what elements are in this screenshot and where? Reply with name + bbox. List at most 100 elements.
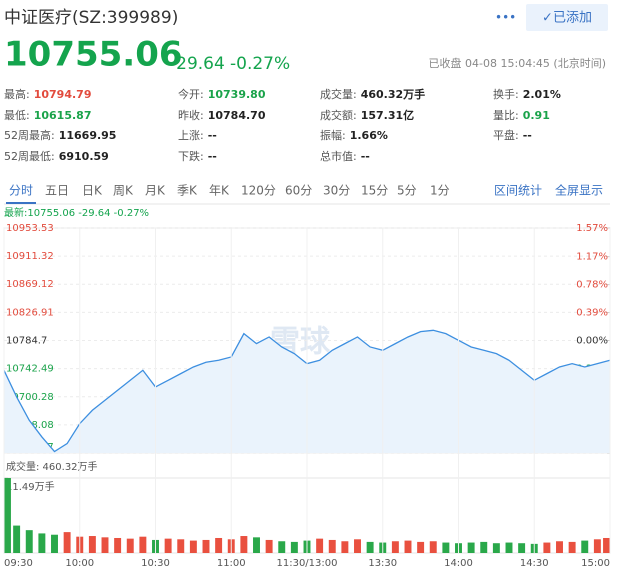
tab[interactable]: 年K: [209, 184, 230, 198]
tab[interactable]: 周K: [113, 184, 134, 198]
volume-bar: [88, 536, 96, 553]
volume-bar: [467, 542, 475, 553]
volume-bar: [189, 540, 197, 553]
volume-bar: [126, 538, 134, 553]
stat-label: 最低:: [4, 109, 30, 122]
stat-value: --: [361, 150, 370, 163]
x-tick-label: 11:00: [217, 558, 246, 569]
volume-bar: [114, 537, 122, 553]
tab[interactable]: 月K: [145, 184, 166, 198]
x-tick-label: 14:00: [444, 558, 473, 569]
volume-bar: [177, 539, 185, 553]
volume-bar: [38, 533, 46, 553]
x-tick-label: 10:30: [141, 558, 170, 569]
volume-bar: [581, 540, 589, 553]
y-tick-label: 10869.12: [6, 279, 54, 290]
stat-label: 昨收:: [178, 108, 204, 122]
x-tick-label: 11:30/13:00: [276, 558, 337, 569]
tab[interactable]: 30分: [323, 184, 350, 198]
change: -29.64: [170, 54, 225, 74]
stat: 量比: 0.91: [493, 109, 550, 122]
price: 10755.06: [4, 35, 183, 75]
y2-tick-label: 0.39%: [576, 308, 608, 319]
x-tick-label: 13:30: [368, 558, 397, 569]
y-tick-label: 10911.32: [6, 251, 54, 262]
y-tick-label: 10784.7: [6, 336, 47, 347]
volume-bar: [328, 539, 336, 553]
x-tick-label: 15:00: [581, 558, 610, 569]
volume-bar: [13, 525, 21, 553]
tab[interactable]: 季K: [177, 184, 198, 198]
volume-bar: [404, 540, 412, 553]
follow-button-bg[interactable]: [526, 4, 608, 31]
change-pct: -0.27%: [230, 54, 290, 74]
volume-bar: [25, 530, 33, 553]
stat-label: 下跌:: [178, 149, 204, 163]
volume-bar: [543, 542, 551, 553]
stat-value: 10615.87: [34, 109, 92, 122]
stat-label: 52周最高:: [4, 128, 55, 142]
stat-value: --: [208, 129, 217, 142]
y-tick-label: 10742.49: [6, 364, 54, 375]
stat-value: --: [208, 150, 217, 163]
stat-value: 10794.79: [34, 88, 92, 101]
stat-value: 460.32万手: [361, 87, 425, 101]
stat: 成交额: 157.31亿: [320, 108, 414, 122]
stat-value: 10739.80: [208, 88, 266, 101]
volume-bar: [278, 541, 286, 553]
stat-label: 振幅:: [320, 128, 346, 142]
tab[interactable]: 日K: [82, 184, 103, 198]
stat-value: 157.31亿: [361, 108, 414, 122]
tab[interactable]: 60分: [285, 184, 312, 198]
stat-value: --: [523, 129, 532, 142]
y-tick-label: 10700.28: [6, 392, 54, 403]
volume-bar: [603, 537, 610, 553]
volume-bar: [505, 542, 513, 553]
volume-bar: [518, 543, 526, 553]
stat-value: 0.91: [523, 109, 550, 122]
tab[interactable]: 5分: [397, 184, 417, 198]
y2-tick-label: 1.57%: [576, 223, 608, 234]
tab[interactable]: 五日: [45, 184, 69, 198]
stat-label: 总市值:: [320, 149, 357, 163]
tab[interactable]: 15分: [361, 184, 388, 198]
tool[interactable]: 区间统计: [494, 184, 542, 198]
tab[interactable]: 1分: [430, 184, 450, 198]
volume-label: 成交量: 460.32万手: [6, 460, 98, 473]
volume-bar: [164, 538, 172, 553]
stat: 振幅: 1.66%: [320, 128, 388, 142]
volume-bar: [568, 541, 576, 553]
stat-value: 6910.59: [59, 150, 109, 163]
more-menu[interactable]: •••: [495, 11, 516, 25]
stat: 平盘: --: [493, 128, 532, 142]
y2-tick-label: 1.17%: [576, 252, 608, 263]
volume-bar: [366, 541, 374, 553]
y-tick-label: 10826.91: [6, 307, 54, 318]
volume-bar: [354, 539, 361, 553]
follow-button[interactable]: ✓已添加: [542, 11, 592, 26]
stat-value: 11669.95: [59, 129, 117, 142]
stat: 最高: 10794.79: [4, 87, 91, 101]
x-tick-label: 10:00: [65, 558, 94, 569]
volume-bar: [265, 539, 273, 553]
stat-label: 成交量:: [320, 87, 357, 101]
volume-bar: [556, 541, 563, 553]
tab[interactable]: 分时: [9, 184, 33, 198]
stat: 总市值: --: [320, 149, 370, 163]
stat: 昨收: 10784.70: [178, 108, 266, 122]
volume-bar: [341, 541, 349, 553]
tool[interactable]: 全屏显示: [555, 183, 603, 198]
volume-bar: [215, 537, 223, 553]
stat-value: 10784.70: [208, 109, 266, 122]
status: 已收盘 04-08 15:04:45 (北京时间): [429, 56, 606, 70]
stat-value: 1.66%: [350, 129, 388, 142]
volume-bar: [417, 541, 425, 553]
tab[interactable]: 120分: [241, 184, 276, 198]
stat-label: 量比:: [493, 109, 519, 122]
x-tick-label: 09:30: [4, 558, 33, 569]
stat-label: 平盘:: [493, 128, 519, 142]
stat-label: 成交额:: [320, 108, 357, 122]
y-tick-label: 10953.53: [6, 223, 54, 234]
volume-bar: [290, 541, 298, 553]
